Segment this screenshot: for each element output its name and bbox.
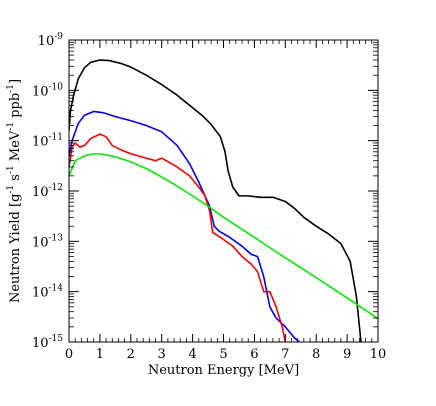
y-tick-label: 10-9 xyxy=(38,32,64,49)
x-tick-label: 8 xyxy=(312,347,320,362)
y-tick-label: 10-15 xyxy=(32,334,63,351)
x-tick-label: 10 xyxy=(370,347,387,362)
x-tick-label: 5 xyxy=(219,347,227,362)
x-tick-label: 3 xyxy=(158,347,166,362)
x-tick-label: 2 xyxy=(127,347,135,362)
series-line-4 xyxy=(69,152,378,320)
plot-frame xyxy=(68,39,379,343)
x-tick-label: 0 xyxy=(65,347,73,362)
y-tick-label: 10-12 xyxy=(32,183,63,200)
x-axis-title: Neutron Energy [MeV] xyxy=(148,363,299,378)
y-axis-title: Neutron Yield [g-1 s-1 MeV-1 ppb-1] xyxy=(6,79,23,303)
x-tick-label: 1 xyxy=(96,347,104,362)
series-line-3 xyxy=(69,133,287,342)
y-tick-label: 10-10 xyxy=(32,82,63,99)
x-tick-label: 7 xyxy=(281,347,289,362)
y-tick-label: 10-13 xyxy=(32,233,63,250)
y-tick-label: 10-14 xyxy=(32,284,63,301)
y-tick-label: 10-11 xyxy=(32,133,63,150)
x-tick-label: 4 xyxy=(188,347,196,362)
series-line-2 xyxy=(69,110,300,342)
x-tick-label: 9 xyxy=(343,347,351,362)
series-line-1 xyxy=(69,59,362,342)
x-tick-label: 6 xyxy=(250,347,258,362)
